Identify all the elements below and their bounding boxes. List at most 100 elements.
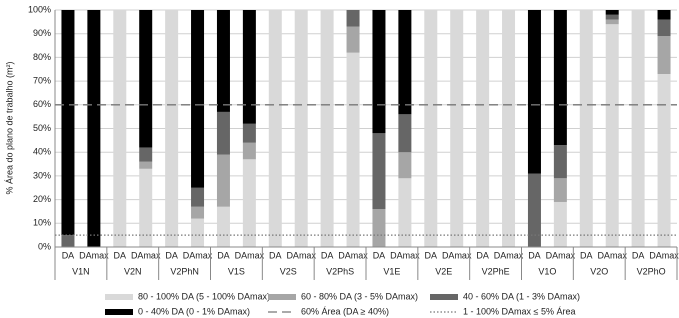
y-tick-label: 100% (28, 4, 51, 14)
bar-segment (165, 10, 179, 247)
bar-segment (139, 147, 153, 162)
legend-swatch (268, 294, 296, 300)
bar-segment (553, 178, 567, 202)
x-tick-label: DAmax (131, 250, 161, 260)
bar-segment (191, 218, 205, 247)
x-tick-label: DA (62, 250, 75, 260)
group-label: V2S (280, 266, 297, 276)
bar-segment (657, 19, 671, 37)
y-tick-label: 70% (33, 75, 51, 85)
bar-segment (527, 173, 541, 247)
bar-segment (320, 10, 334, 247)
legend-swatch (430, 294, 458, 300)
y-tick-label: 60% (33, 99, 51, 109)
x-tick-label: DA (632, 250, 645, 260)
x-tick-label: DA (114, 250, 127, 260)
bar-segment (87, 10, 101, 247)
bar-segment (61, 10, 75, 236)
bar-segment (502, 10, 516, 247)
bar-segment (605, 19, 619, 25)
bar-segment (242, 10, 256, 124)
bar-segment (191, 10, 205, 188)
x-tick-label: DAmax (286, 250, 316, 260)
x-tick-label: DAmax (390, 250, 420, 260)
bar-segment (398, 178, 412, 247)
x-tick-label: DA (580, 250, 593, 260)
legend-label: 80 - 100% DA (5 - 100% DAmax) (138, 291, 270, 301)
bar-segment (216, 154, 230, 207)
bar-segment (139, 168, 153, 247)
bar-segment (346, 52, 360, 247)
x-tick-label: DA (269, 250, 282, 260)
bar-segment (372, 10, 386, 134)
bar-segment (242, 142, 256, 160)
x-tick-label: DAmax (235, 250, 265, 260)
bar-segment (346, 26, 360, 53)
bar-segment (553, 145, 567, 179)
group-label: V2N (124, 266, 142, 276)
x-tick-label: DA (321, 250, 334, 260)
y-tick-label: 20% (33, 194, 51, 204)
y-tick-label: 30% (33, 170, 51, 180)
bar-segment (191, 187, 205, 207)
x-tick-label: DAmax (338, 250, 368, 260)
x-tick-label: DAmax (597, 250, 627, 260)
group-label: V1N (72, 266, 90, 276)
x-tick-label: DAmax (183, 250, 213, 260)
group-label: V2PhS (326, 266, 354, 276)
bar-segment (605, 14, 619, 20)
y-axis-label: % Área do plano de trabalho (m²) (4, 61, 14, 194)
bar-segment (216, 206, 230, 247)
bar-segment (579, 10, 593, 247)
bar-segment (631, 10, 645, 247)
group-label: V2PhO (637, 266, 666, 276)
bar-segment (476, 10, 490, 247)
y-tick-label: 90% (33, 28, 51, 38)
bar-segment (242, 159, 256, 247)
y-tick-label: 0% (38, 241, 51, 251)
y-tick-label: 10% (33, 218, 51, 228)
x-tick-label: DA (217, 250, 230, 260)
x-tick-label: DAmax (79, 250, 109, 260)
bar-segment (139, 10, 153, 148)
x-tick-label: DA (425, 250, 438, 260)
legend-label: 1 - 100% DAmax ≤ 5% Área (463, 306, 576, 316)
legend-label: 0 - 40% DA (0 - 1% DAmax) (138, 306, 250, 316)
bar-segment (61, 235, 75, 247)
bar-segment (553, 10, 567, 146)
bar-segment (424, 10, 438, 247)
bar-segment (657, 36, 671, 74)
bar-segment (605, 24, 619, 247)
group-label: V1O (538, 266, 556, 276)
bar-segment (294, 10, 308, 247)
bar-segment (398, 152, 412, 179)
bar-segment (139, 161, 153, 169)
x-tick-label: DAmax (649, 250, 679, 260)
bar-segment (242, 123, 256, 143)
group-label: V1E (383, 266, 400, 276)
group-label: V1S (228, 266, 245, 276)
legend-label: 40 - 60% DA (1 - 3% DAmax) (463, 291, 580, 301)
x-tick-label: DA (165, 250, 178, 260)
legend-swatch (105, 294, 133, 300)
legend-label: 60% Área (DA ≥ 40%) (301, 306, 389, 316)
legend-label: 60 - 80% DA (3 - 5% DAmax) (301, 291, 418, 301)
bar-segment (372, 133, 386, 210)
bar-segment (398, 10, 412, 115)
bar-segment (113, 10, 127, 247)
bar-segment (372, 209, 386, 247)
group-label: V2PhN (170, 266, 199, 276)
x-tick-label: DAmax (546, 250, 576, 260)
bar-segment (657, 73, 671, 248)
bar-segment (450, 10, 464, 247)
y-tick-label: 50% (33, 123, 51, 133)
bar-segment (216, 10, 230, 112)
bar-segment (346, 10, 360, 27)
x-tick-label: DAmax (442, 250, 472, 260)
bar-segment (605, 10, 619, 15)
group-label: V2O (590, 266, 608, 276)
y-tick-label: 80% (33, 52, 51, 62)
x-tick-label: DA (476, 250, 489, 260)
bar-segment (398, 114, 412, 153)
y-tick-label: 40% (33, 147, 51, 157)
